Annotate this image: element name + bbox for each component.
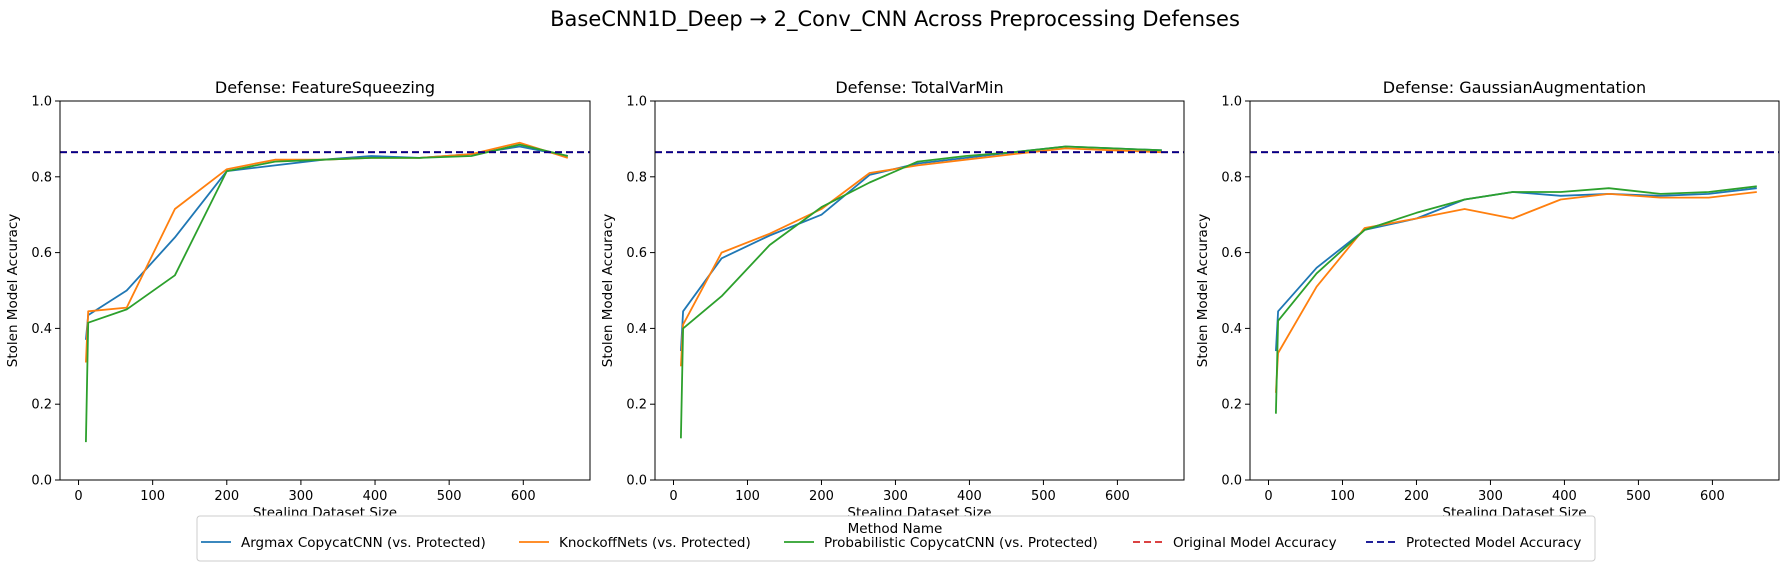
y-tick-label: 0.8 — [31, 170, 52, 185]
x-tick-label: 600 — [1700, 489, 1725, 504]
x-tick-label: 400 — [957, 489, 982, 504]
x-tick-label: 500 — [1626, 489, 1651, 504]
axes-frame — [59, 100, 591, 481]
x-tick-label: 200 — [214, 489, 239, 504]
series-line — [680, 147, 1162, 367]
x-tick-label: 100 — [735, 489, 760, 504]
x-tick-label: 300 — [1478, 489, 1503, 504]
x-tick-label: 0 — [74, 489, 82, 504]
legend-label: Probabilistic CopycatCNN (vs. Protected) — [824, 535, 1098, 551]
panel-title: Defense: FeatureSqueezing — [215, 78, 435, 97]
series-line — [85, 141, 569, 363]
x-tick-label: 300 — [288, 489, 313, 504]
series-line — [680, 145, 1162, 439]
y-tick-label: 0.8 — [1221, 170, 1242, 185]
chart-panel: Defense: TotalVarMin 0.0 0.2 0.4 0.6 0.8 1.0 0 1… — [600, 78, 1185, 521]
legend-label: Protected Model Accuracy — [1406, 535, 1581, 551]
legend-label: KnockoffNets (vs. Protected) — [559, 535, 751, 551]
y-tick-label: 0.2 — [31, 398, 52, 413]
x-tick-label: 100 — [1330, 489, 1355, 504]
legend-items: Argmax CopycatCNN (vs. Protected) Knockof… — [201, 535, 1581, 551]
y-tick-label: 0.0 — [31, 474, 52, 489]
x-tick-label: 400 — [1552, 489, 1577, 504]
axes-frame — [1249, 100, 1780, 481]
legend-frame — [196, 515, 1596, 562]
x-tick-label: 0 — [1264, 489, 1272, 504]
y-tick-label: 1.0 — [1221, 95, 1242, 110]
y-tick-label: 0.6 — [626, 246, 647, 261]
legend-title: Method Name — [848, 521, 943, 537]
x-tick-label: 400 — [363, 489, 388, 504]
y-tick-label: 0.4 — [626, 322, 647, 337]
series-line — [1275, 191, 1757, 393]
x-tick-label: 200 — [809, 489, 834, 504]
legend-label: Argmax CopycatCNN (vs. Protected) — [241, 535, 486, 551]
chart-panel: Defense: GaussianAugmentation 0.0 0.2 0.4 0.… — [1195, 78, 1780, 521]
legend-label: Original Model Accuracy — [1173, 535, 1337, 551]
figure-title: BaseCNN1D_Deep → 2_Conv_CNN Across Prepr… — [550, 7, 1240, 32]
y-axis-label: Stolen Model Accuracy — [5, 214, 21, 367]
y-tick-label: 1.0 — [31, 95, 52, 110]
series-line — [680, 145, 1162, 352]
y-tick-label: 0.2 — [626, 398, 647, 413]
x-tick-label: 100 — [140, 489, 165, 504]
y-tick-label: 0.2 — [1221, 398, 1242, 413]
chart-panel: Defense: FeatureSqueezing 0.0 0.2 0.4 0.6 0.8… — [5, 78, 591, 521]
y-axis-label: Stolen Model Accuracy — [1195, 214, 1211, 367]
y-tick-label: 0.6 — [1221, 246, 1242, 261]
y-tick-label: 0.4 — [31, 322, 52, 337]
x-tick-label: 200 — [1404, 489, 1429, 504]
x-tick-label: 300 — [883, 489, 908, 504]
x-tick-label: 600 — [1105, 489, 1130, 504]
series-line — [1275, 187, 1757, 352]
y-tick-label: 0.8 — [626, 170, 647, 185]
panel-title: Defense: GaussianAugmentation — [1383, 78, 1646, 97]
x-tick-label: 500 — [1031, 489, 1056, 504]
series-line — [1275, 185, 1757, 414]
y-tick-label: 1.0 — [626, 95, 647, 110]
y-tick-label: 0.0 — [1221, 474, 1242, 489]
x-tick-label: 500 — [437, 489, 462, 504]
x-tick-label: 600 — [511, 489, 536, 504]
axes-frame — [654, 100, 1185, 481]
panels: Defense: FeatureSqueezing 0.0 0.2 0.4 0.6 0.8… — [5, 78, 1780, 521]
x-tick-label: 0 — [669, 489, 677, 504]
legend: Method Name Argmax CopycatCNN (vs. Prote… — [196, 515, 1596, 562]
y-tick-label: 0.0 — [626, 474, 647, 489]
y-tick-label: 0.6 — [31, 246, 52, 261]
y-axis-label: Stolen Model Accuracy — [600, 214, 616, 367]
series-line — [85, 143, 569, 443]
y-tick-label: 0.4 — [1221, 322, 1242, 337]
panel-title: Defense: TotalVarMin — [835, 78, 1003, 97]
